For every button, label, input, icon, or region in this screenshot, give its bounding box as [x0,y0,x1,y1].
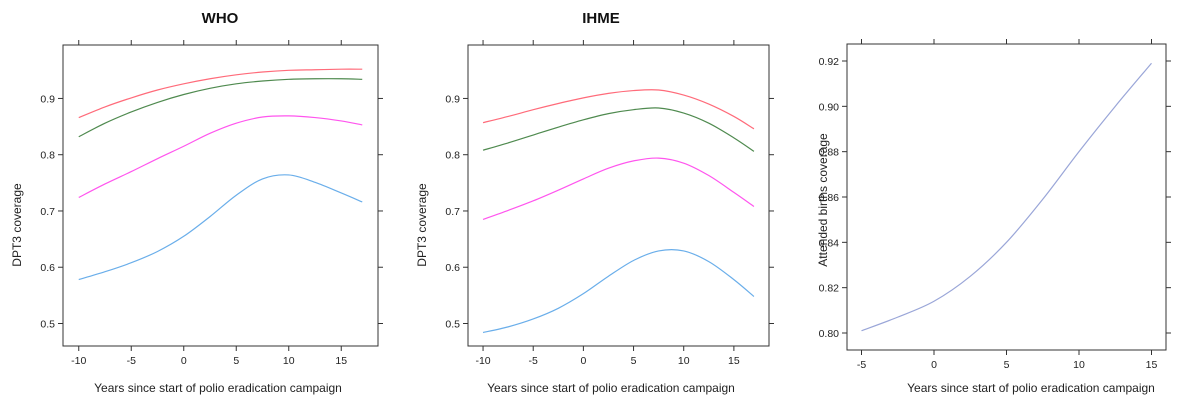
who-panel-x-tick-label: 10 [283,355,295,367]
ihme-panel-y-tick-label: 0.7 [445,206,460,218]
ihme-panel-x-axis-label: Years since start of polio eradication c… [487,381,735,395]
who-panel-y-tick-label: 0.5 [40,318,55,330]
who-panel-series-line-3 [78,115,363,199]
ihme-panel-x-tick-label: -5 [529,355,538,367]
who-panel-x-tick-label: -10 [71,355,86,367]
ihme-panel-y-tick-label: 0.9 [445,93,460,105]
who-panel-title: WHO [202,10,239,27]
ihme-panel-y-tick-label: 0.6 [445,262,460,274]
attended-births-panel-y-tick-label: 0.82 [819,283,840,295]
ihme-panel-series-line-4 [482,249,755,334]
ihme-panel-series-line-2 [482,107,755,152]
attended-births-panel: Years since start of polio eradication c… [816,39,1171,395]
ihme-panel-series-line-3 [482,157,755,220]
attended-births-panel-x-tick-label: 15 [1146,359,1158,371]
who-panel-x-axis-label: Years since start of polio eradication c… [94,381,342,395]
attended-births-panel-ticks: -5 0 5 10 15 0.80 0.82 0.84 0.86 0.88 0.90 0.92 [819,39,1171,371]
ihme-panel-y-tick-label: 0.8 [445,150,460,162]
attended-births-panel-x-tick-label: 10 [1073,359,1085,371]
ihme-panel-y-axis-label: DPT3 coverage [415,183,429,267]
attended-births-panel-x-axis-label: Years since start of polio eradication c… [907,381,1155,395]
ihme-panel-series-line-1 [482,89,755,130]
attended-births-panel-x-tick-label: 5 [1004,359,1010,371]
ihme-panel-x-tick-label: 15 [728,355,740,367]
attended-births-panel-y-tick-label: 0.80 [819,328,840,340]
attended-births-panel-y-tick-label: 0.86 [819,192,840,204]
who-panel-x-tick-label: 0 [181,355,187,367]
ihme-panel-x-tick-label: 0 [580,355,586,367]
ihme-panel-series [482,89,755,334]
ihme-panel-x-tick-label: 5 [631,355,637,367]
attended-births-panel-y-axis-label: Attended births coverage [816,133,830,267]
attended-births-panel-plot-area [846,43,1167,351]
ihme-panel-y-tick-label: 0.5 [445,318,460,330]
attended-births-panel-y-tick-label: 0.90 [819,101,840,113]
ihme-panel: IHME Years since start of polio eradicat… [415,10,774,395]
who-panel-ticks: -10 -5 0 5 10 15 0.5 0.6 0.7 0.8 0.9 [40,40,383,367]
ihme-panel-x-tick-label: 10 [678,355,690,367]
attended-births-panel-y-tick-label: 0.88 [819,147,840,159]
attended-births-panel-x-tick-label: 0 [931,359,937,371]
ihme-panel-title: IHME [582,10,620,27]
who-panel-y-axis-label: DPT3 coverage [10,183,24,267]
who-panel-series-line-4 [78,174,363,281]
who-panel-series-line-1 [78,68,363,119]
who-panel-plot-area [62,44,379,347]
who-panel-x-tick-label: 15 [335,355,347,367]
who-panel: WHO Years since start of polio eradicati… [10,10,383,395]
who-panel-y-tick-label: 0.6 [40,262,55,274]
attended-births-panel-series [861,62,1152,332]
who-panel-y-tick-label: 0.9 [40,93,55,105]
who-panel-series-line-2 [78,78,363,138]
ihme-panel-plot-area [467,44,770,347]
attended-births-panel-y-tick-label: 0.92 [819,56,840,68]
ihme-panel-x-tick-label: -10 [475,355,490,367]
who-panel-y-tick-label: 0.8 [40,150,55,162]
who-panel-x-tick-label: 5 [233,355,239,367]
who-panel-series [78,68,363,281]
attended-births-panel-y-tick-label: 0.84 [819,237,840,249]
attended-births-panel-series-line-1 [861,62,1152,332]
ihme-panel-ticks: -10 -5 0 5 10 15 0.5 0.6 0.7 0.8 0.9 [445,40,774,367]
who-panel-x-tick-label: -5 [127,355,136,367]
attended-births-panel-x-tick-label: -5 [857,359,866,371]
who-panel-y-tick-label: 0.7 [40,206,55,218]
